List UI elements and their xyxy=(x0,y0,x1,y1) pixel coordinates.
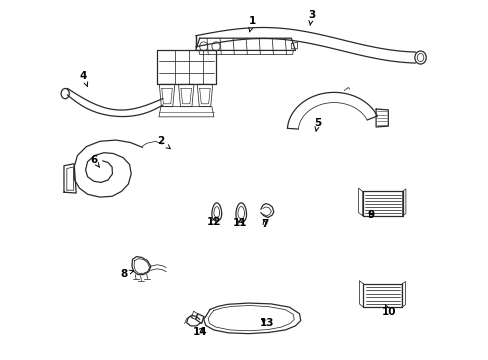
Text: 14: 14 xyxy=(192,327,206,337)
Text: 3: 3 xyxy=(307,10,315,26)
Text: 7: 7 xyxy=(261,219,268,229)
Text: 4: 4 xyxy=(80,71,87,86)
Text: 13: 13 xyxy=(259,319,274,328)
Text: 12: 12 xyxy=(206,217,221,226)
Text: 1: 1 xyxy=(248,16,256,32)
Text: 5: 5 xyxy=(314,118,321,131)
Text: 11: 11 xyxy=(233,218,247,228)
Text: 2: 2 xyxy=(157,136,170,149)
Text: 9: 9 xyxy=(366,210,374,220)
Text: 8: 8 xyxy=(121,269,133,279)
Text: 6: 6 xyxy=(90,155,100,167)
Text: 10: 10 xyxy=(381,305,396,318)
